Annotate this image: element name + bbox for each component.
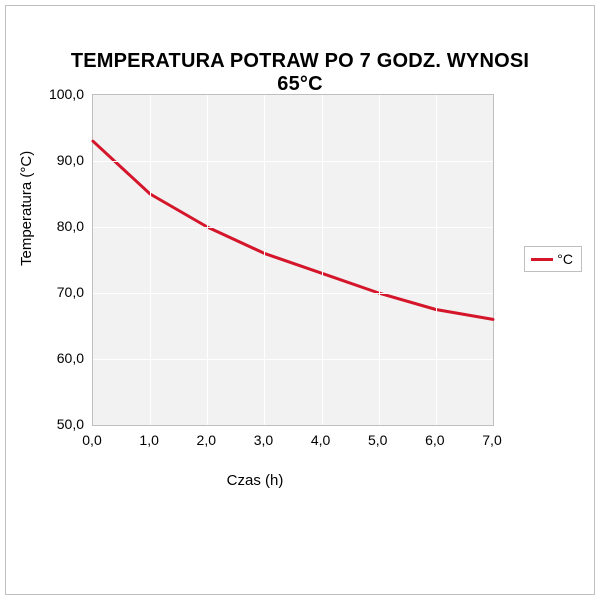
y-tick: 50,0 [34,416,84,432]
legend-label: °C [557,251,573,267]
legend-swatch [531,258,553,261]
y-tick: 100,0 [34,86,84,102]
x-tick: 6,0 [425,432,444,448]
legend: °C [524,246,582,272]
x-axis-label: Czas (h) [6,472,504,489]
chart-frame: TEMPERATURA POTRAW PO 7 GODZ. WYNOSI 65°… [5,5,595,595]
x-tick: 1,0 [139,432,158,448]
y-axis-label: Temperatura (°C) [18,151,35,266]
y-tick: 90,0 [34,152,84,168]
y-tick: 80,0 [34,218,84,234]
x-tick: 5,0 [368,432,387,448]
y-tick: 70,0 [34,284,84,300]
chart-title: TEMPERATURA POTRAW PO 7 GODZ. WYNOSI 65°… [46,50,554,96]
x-tick: 2,0 [197,432,216,448]
x-tick: 7,0 [482,432,501,448]
x-tick: 0,0 [82,432,101,448]
y-tick: 60,0 [34,350,84,366]
line-series [93,95,493,425]
x-tick: 4,0 [311,432,330,448]
x-tick: 3,0 [254,432,273,448]
plot-area [92,94,494,426]
